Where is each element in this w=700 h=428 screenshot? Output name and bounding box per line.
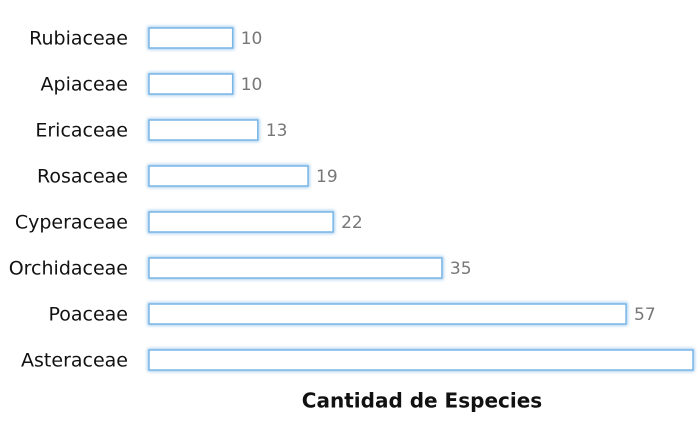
value-label: 57 [634, 305, 656, 325]
value-label: 35 [450, 259, 472, 279]
bar [148, 73, 234, 95]
y-tick-label: Apiaceae [41, 74, 128, 96]
bar [148, 119, 259, 141]
bar [148, 303, 627, 325]
value-label: 19 [316, 167, 338, 187]
y-tick-label: Cyperaceae [15, 212, 128, 234]
bar [148, 165, 309, 187]
value-label: 10 [241, 75, 263, 95]
y-tick-label: Orchidaceae [9, 258, 128, 280]
y-tick-label: Asteraceae [21, 350, 128, 372]
x-axis-title: Cantidad de Especies [302, 389, 542, 413]
y-tick-label: Poaceae [48, 304, 128, 326]
bar [148, 27, 234, 49]
y-tick-label: Ericaceae [35, 120, 128, 142]
value-label: 22 [341, 213, 363, 233]
y-tick-label: Rubiaceae [29, 28, 128, 50]
bar [148, 257, 443, 279]
bar [148, 211, 334, 233]
value-label: 10 [241, 29, 263, 49]
bar [148, 349, 694, 371]
y-tick-label: Rosaceae [37, 166, 128, 188]
value-label: 13 [266, 121, 288, 141]
